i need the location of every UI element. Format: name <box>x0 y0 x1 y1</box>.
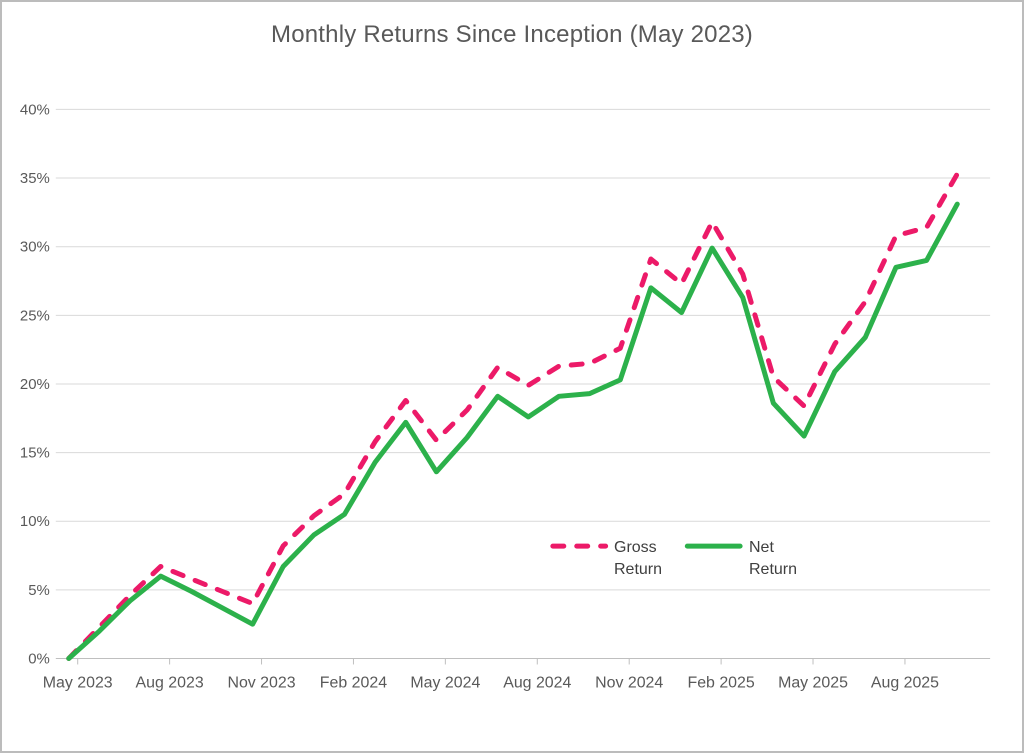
x-tick-label: Aug 2024 <box>503 674 571 691</box>
x-tick-label: Aug 2023 <box>136 674 204 691</box>
x-tick-label: May 2024 <box>410 674 480 691</box>
y-tick-label: 30% <box>20 239 50 256</box>
net-return-line <box>66 201 960 661</box>
x-tick-label: May 2023 <box>43 674 113 691</box>
legend-label-net-return: Net Return <box>749 539 798 578</box>
legend-label-gross-return: Gross Return <box>614 539 663 578</box>
y-tick-label: 25% <box>20 307 50 324</box>
y-tick-label: 35% <box>20 170 50 187</box>
y-tick-label: 20% <box>20 376 50 393</box>
y-tick-label: 40% <box>20 101 50 118</box>
y-tick-label: 5% <box>28 582 50 599</box>
x-tick-label: May 2025 <box>778 674 848 691</box>
x-tick-label: Nov 2024 <box>595 674 663 691</box>
chart-title: Monthly Returns Since Inception (May 202… <box>271 21 753 48</box>
x-tick-label: Feb 2024 <box>320 674 387 691</box>
x-tick-label: Aug 2025 <box>871 674 939 691</box>
y-tick-label: 10% <box>20 513 50 530</box>
gross-return-line <box>66 171 960 661</box>
y-tick-label: 15% <box>20 445 50 462</box>
y-tick-label: 0% <box>28 650 50 667</box>
x-tick-label: Nov 2023 <box>227 674 295 691</box>
x-tick-label: Feb 2025 <box>687 674 754 691</box>
